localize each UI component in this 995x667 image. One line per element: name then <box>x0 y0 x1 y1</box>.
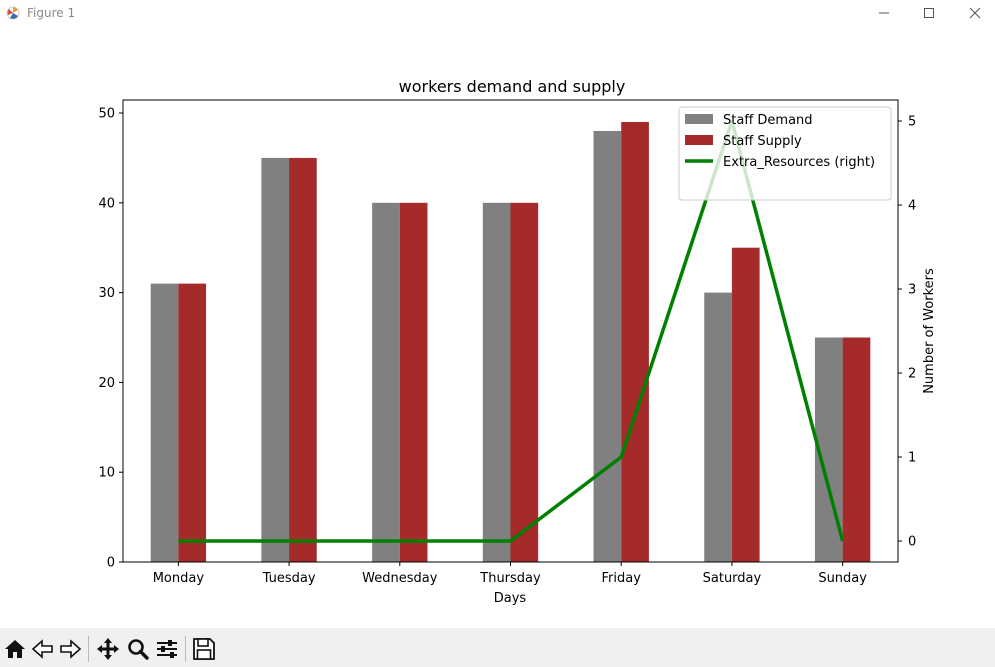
y-right-tick-label: 3 <box>908 283 916 298</box>
chart-svg: workers demand and supply Monday Tuesday W… <box>98 77 937 606</box>
x-axis-label: Days <box>494 591 527 606</box>
bar-staff-supply-friday <box>621 122 649 562</box>
x-tick-label: Friday <box>602 571 642 586</box>
y-right-tick-label: 1 <box>908 451 916 466</box>
minimize-icon <box>879 12 889 14</box>
legend-label: Extra_Resources (right) <box>723 155 875 170</box>
y-tick-label: 10 <box>98 466 115 481</box>
x-tick-label: Tuesday <box>262 571 316 586</box>
bar-staff-demand-thursday <box>482 202 511 562</box>
y-axis-label-right: Number of Workers <box>922 268 937 394</box>
maximize-button[interactable] <box>906 0 952 26</box>
y-tick-label: 0 <box>107 556 115 571</box>
bar-staff-supply-thursday <box>510 202 539 562</box>
y-tick-label: 50 <box>98 107 115 122</box>
zoom-icon[interactable] <box>125 636 151 662</box>
y-tick-label: 20 <box>98 376 115 391</box>
toolbar-separator <box>185 636 186 662</box>
legend: Staff Demand Staff Supply Extra_Resources … <box>678 106 892 201</box>
bar-staff-demand-friday <box>593 130 622 562</box>
home-icon[interactable] <box>2 636 28 662</box>
x-tick-label: Thursday <box>479 571 541 586</box>
forward-icon[interactable] <box>57 636 83 662</box>
navigation-toolbar <box>0 628 995 667</box>
close-button[interactable] <box>952 0 995 26</box>
bar-staff-supply-sunday <box>842 337 871 562</box>
save-icon[interactable] <box>191 636 217 662</box>
x-tick-label: Monday <box>153 571 205 586</box>
x-tick-label: Wednesday <box>362 571 438 586</box>
bar-staff-supply-wednesday <box>399 202 428 562</box>
legend-label: Staff Supply <box>723 134 802 149</box>
legend-swatch <box>685 114 713 124</box>
bar-staff-supply-saturday <box>731 247 760 562</box>
x-tick-label: Sunday <box>818 571 867 586</box>
legend-box <box>678 106 892 201</box>
minimize-button[interactable] <box>861 0 907 26</box>
bar-staff-demand-saturday <box>704 292 732 562</box>
legend-swatch <box>685 135 713 145</box>
legend-label: Staff Demand <box>723 113 813 128</box>
bar-staff-supply-monday <box>178 283 207 562</box>
x-tick-label: Saturday <box>703 571 762 586</box>
window-title: Figure 1 <box>27 6 76 20</box>
matplotlib-app-icon <box>6 6 20 20</box>
configure-subplots-icon[interactable] <box>154 636 180 662</box>
bar-staff-demand-monday <box>150 283 179 562</box>
bar-staff-demand-tuesday <box>261 157 290 563</box>
chart-title: workers demand and supply <box>399 77 626 96</box>
window-titlebar: Figure 1 <box>0 0 995 26</box>
pan-icon[interactable] <box>95 636 121 662</box>
toolbar-separator <box>88 636 89 662</box>
y-right-tick-label: 5 <box>908 115 916 130</box>
y-right-tick-label: 4 <box>908 199 916 214</box>
maximize-icon <box>924 8 934 18</box>
close-icon <box>969 7 981 19</box>
y-tick-label: 40 <box>98 196 115 211</box>
bar-staff-demand-wednesday <box>372 202 400 562</box>
y-right-tick-label: 2 <box>908 367 916 382</box>
y-right-tick-label: 0 <box>908 535 916 550</box>
figure-canvas[interactable]: workers demand and supply Monday Tuesday W… <box>0 26 995 628</box>
bar-staff-supply-tuesday <box>289 157 317 563</box>
y-tick-label: 30 <box>98 286 115 301</box>
back-icon[interactable] <box>30 636 56 662</box>
